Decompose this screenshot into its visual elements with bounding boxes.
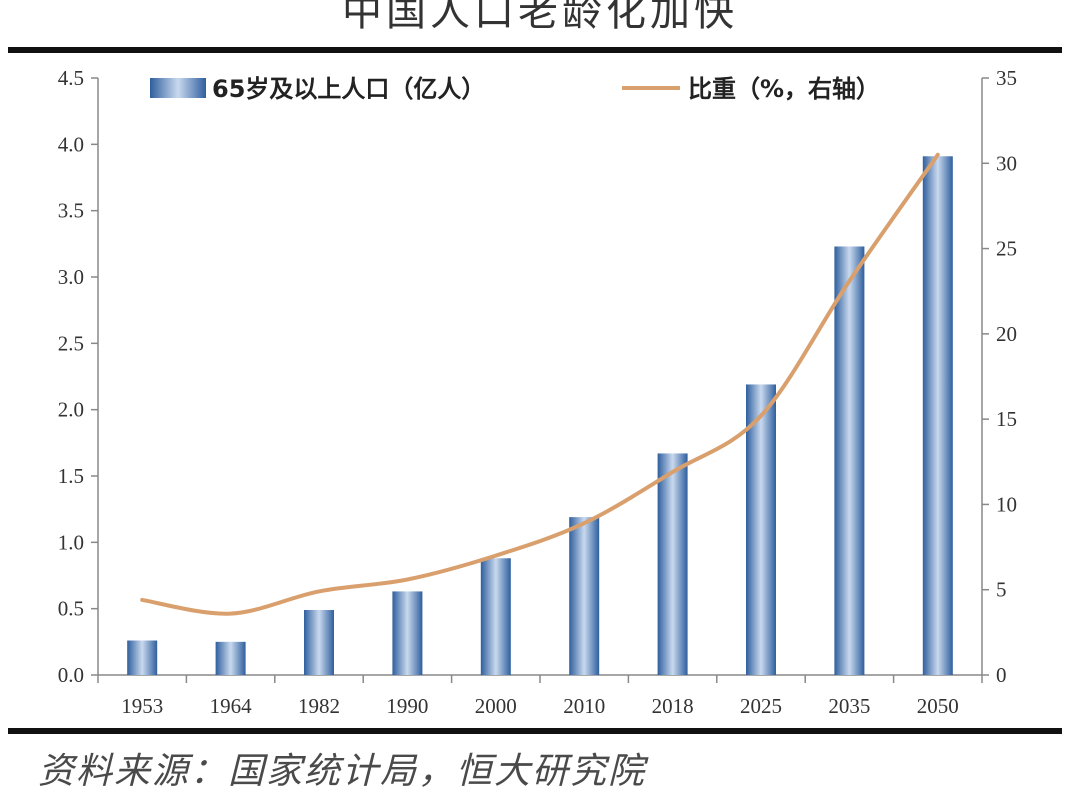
x-tick-label: 2018	[652, 694, 694, 718]
right-tick-label: 25	[996, 237, 1017, 261]
bar-series	[127, 156, 953, 676]
x-tick-label: 2050	[917, 694, 959, 718]
left-tick-label: 1.0	[58, 530, 84, 554]
left-tick-label: 4.0	[58, 132, 84, 156]
bar	[922, 156, 953, 676]
bar	[569, 517, 600, 675]
left-tick-label: 1.5	[58, 464, 84, 488]
right-tick-label: 30	[996, 151, 1017, 175]
bar	[746, 384, 776, 675]
left-tick-label: 4.5	[58, 66, 84, 90]
bar	[834, 246, 865, 675]
x-tick-label: 1964	[210, 694, 253, 718]
left-tick-label: 2.5	[58, 331, 84, 355]
left-y-axis: 0.0 0.5 1.0 1.5 2.0 2.5 3.0 3.5 4.0 4.5	[58, 66, 99, 687]
x-tick-label: 2035	[828, 694, 870, 718]
line-series	[140, 152, 940, 616]
x-tick-label: 1953	[121, 694, 163, 718]
chart-title: 中国人口老龄化加快	[342, 0, 738, 35]
legend-bar-swatch	[150, 78, 206, 98]
x-axis: 1953 1964 1982 1990 2000 2010 2018 2025 2035 2050	[97, 674, 983, 718]
share-line	[140, 152, 940, 616]
x-tick-label: 1990	[386, 694, 428, 718]
bar	[127, 640, 158, 675]
legend-bar-label: 65岁及以上人口（亿人）	[212, 75, 485, 103]
x-tick-label: 2025	[740, 694, 782, 718]
legend-line-label: 比重（%，右轴）	[688, 75, 880, 103]
x-tick-label: 2010	[563, 694, 605, 718]
bar	[392, 591, 423, 675]
bar	[480, 558, 511, 675]
legend: 65岁及以上人口（亿人） 比重（%，右轴）	[150, 75, 880, 103]
left-tick-label: 0.5	[58, 597, 84, 621]
chart-svg: 0.00.51.01.52.02.53.03.54.04.5 051015202…	[8, 47, 1062, 734]
right-y-axis: 0 5 10 15 20 25 30 35	[981, 66, 1017, 687]
left-tick-label: 3.0	[58, 265, 84, 289]
right-tick-label: 5	[996, 578, 1007, 602]
right-tick-label: 10	[996, 492, 1017, 516]
right-tick-label: 35	[996, 66, 1017, 90]
x-tick-label: 1982	[298, 694, 340, 718]
left-tick-label: 2.0	[58, 398, 84, 422]
left-tick-label: 0.0	[58, 663, 84, 687]
x-tick-label: 2000	[475, 694, 517, 718]
bar	[657, 453, 688, 675]
left-tick-label: 3.5	[58, 199, 84, 223]
bar	[304, 609, 334, 675]
source-note: 资料来源：国家统计局，恒大研究院	[38, 751, 647, 792]
right-tick-label: 0	[996, 663, 1007, 687]
bar	[215, 641, 246, 675]
right-tick-label: 15	[996, 407, 1017, 431]
right-tick-label: 20	[996, 322, 1017, 346]
